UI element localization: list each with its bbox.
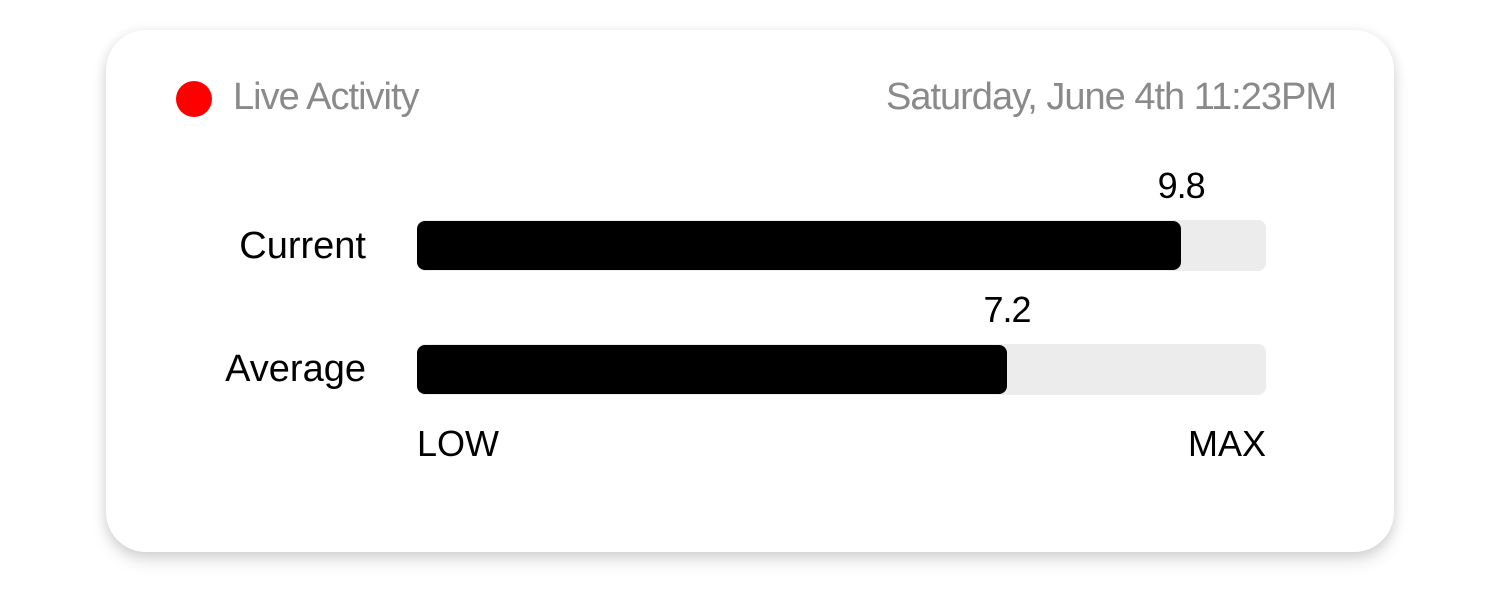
current-meter-fill — [417, 221, 1182, 270]
live-activity-card: Live Activity Saturday, June 4th 11:23PM… — [106, 30, 1394, 552]
scale-low-label: LOW — [417, 423, 500, 464]
average-meter-fill — [417, 345, 1008, 394]
current-label: Current — [239, 225, 366, 267]
average-value: 7.2 — [983, 289, 1032, 330]
average-meter-track — [417, 344, 1266, 395]
average-label: Average — [225, 348, 366, 390]
live-indicator-icon — [176, 81, 212, 117]
current-value: 9.8 — [1157, 165, 1206, 206]
current-meter-track — [417, 220, 1266, 271]
card-title: Live Activity — [233, 76, 420, 118]
timestamp: Saturday, June 4th 11:23PM — [885, 76, 1337, 118]
scale-max-label: MAX — [1187, 423, 1266, 464]
